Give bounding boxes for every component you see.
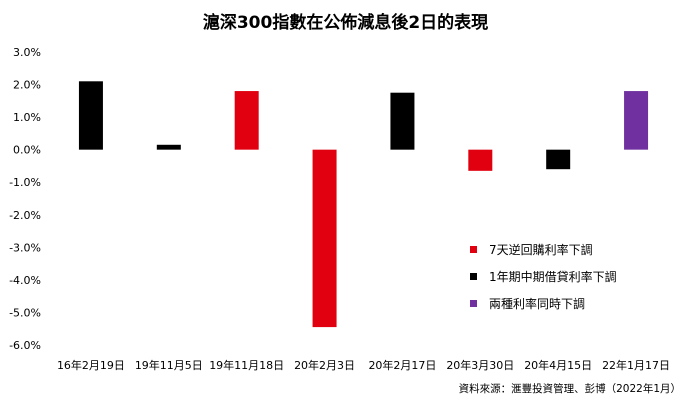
bar — [468, 149, 493, 171]
y-axis-tick-labels: 3.0% 2.0% 1.0% 0.0% -1.0% -2.0% -3.0% -4.0% -5.0… — [9, 46, 41, 352]
chart-title: 滬深300指數在公佈減息後2日的表現 — [202, 13, 489, 33]
y-tick-label: -2.0% — [9, 209, 41, 222]
legend-item-reverse-repo: 7天逆回購利率下調 — [470, 236, 617, 263]
x-tick-label: 20年4月15日 — [524, 358, 592, 372]
x-tick-label: 20年2月3日 — [294, 358, 355, 372]
legend-swatch-red — [470, 246, 477, 253]
y-tick-label: -1.0% — [9, 176, 41, 189]
legend-item-both: 兩種利率同時下調 — [470, 290, 617, 317]
x-tick-label: 19年11月18日 — [209, 358, 284, 372]
legend-swatch-black — [470, 273, 477, 280]
bar — [546, 149, 571, 170]
legend: 7天逆回購利率下調 1年期中期借貸利率下調 兩種利率同時下調 — [470, 236, 617, 317]
x-tick-label: 16年2月19日 — [57, 358, 125, 372]
bar — [312, 149, 337, 328]
y-tick-label: 0.0% — [13, 144, 41, 157]
source-note: 資料來源：滙豐投資管理、彭博（2022年1月） — [458, 383, 681, 395]
bar — [234, 91, 259, 150]
y-tick-label: 1.0% — [13, 111, 41, 124]
y-tick-label: -6.0% — [9, 339, 41, 352]
bar — [78, 81, 103, 150]
bar — [156, 144, 181, 150]
legend-swatch-purple — [470, 300, 477, 307]
x-tick-label: 20年2月17日 — [368, 358, 436, 372]
y-tick-label: 3.0% — [13, 46, 41, 59]
x-tick-label: 19年11月5日 — [135, 358, 203, 372]
legend-item-mlf: 1年期中期借貸利率下調 — [470, 263, 617, 290]
y-tick-label: -3.0% — [9, 241, 41, 254]
bar — [624, 91, 649, 150]
bars — [78, 81, 649, 328]
legend-label: 1年期中期借貸利率下調 — [489, 270, 617, 284]
legend-label: 兩種利率同時下調 — [489, 297, 586, 311]
y-tick-label: 2.0% — [13, 79, 41, 92]
x-tick-label: 20年3月30日 — [446, 358, 514, 372]
x-axis-tick-labels: 16年2月19日 19年11月5日 19年11月18日 20年2月3日 20年2月17日… — [57, 358, 670, 372]
bar — [390, 92, 415, 150]
legend-label: 7天逆回購利率下調 — [489, 243, 593, 257]
y-tick-label: -4.0% — [9, 274, 41, 287]
x-tick-label: 22年1月17日 — [602, 358, 670, 372]
y-tick-label: -5.0% — [9, 306, 41, 319]
